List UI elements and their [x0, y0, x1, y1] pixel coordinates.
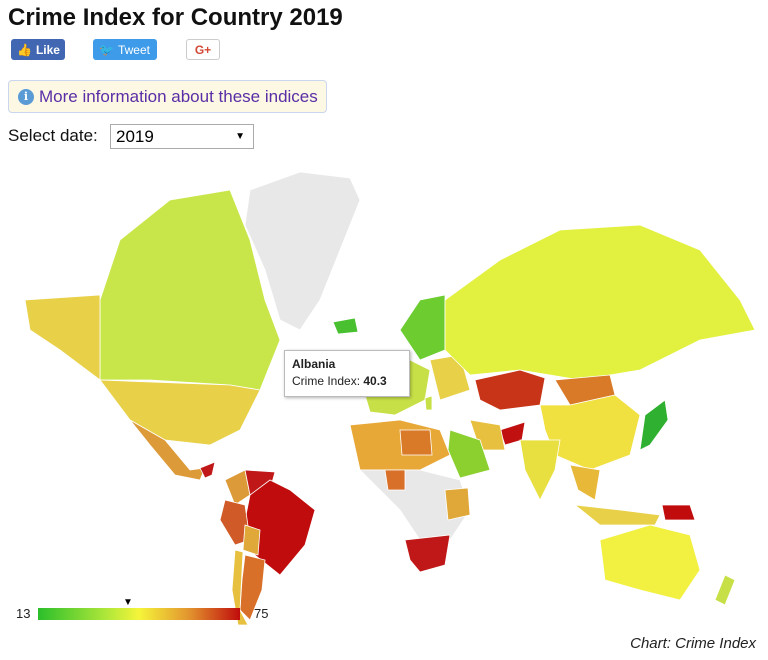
date-select-value: 2019 — [116, 126, 154, 146]
like-label: Like — [35, 42, 60, 57]
tooltip-metric-label: Crime Index: — [292, 374, 361, 388]
country-nigeria[interactable] — [384, 469, 406, 491]
google-plus-button[interactable]: G+ — [186, 39, 220, 60]
world-map[interactable] — [0, 160, 768, 630]
country-usa[interactable] — [99, 379, 261, 446]
country-saudi-arabia[interactable] — [447, 429, 491, 479]
date-select[interactable]: 2019 ▼ — [110, 124, 254, 149]
country-greenland[interactable] — [244, 171, 361, 331]
country-tooltip: Albania Crime Index: 40.3 — [284, 350, 410, 397]
country-china[interactable] — [539, 394, 641, 471]
info-icon: i — [18, 88, 34, 105]
country-libya[interactable] — [399, 429, 433, 456]
country-albania[interactable] — [424, 395, 433, 411]
more-info-link[interactable]: i More information about these indices — [8, 80, 327, 113]
country-south-africa[interactable] — [404, 534, 451, 573]
country-peru[interactable] — [219, 499, 251, 546]
country-eastern-europe[interactable] — [429, 354, 471, 401]
country-new-zealand[interactable] — [714, 574, 736, 606]
legend-max: 75 — [254, 606, 269, 621]
dropdown-arrow-icon: ▼ — [235, 131, 245, 142]
chart-credit: Chart: Crime Index — [630, 635, 756, 652]
country-australia[interactable] — [599, 524, 701, 601]
country-central-america[interactable] — [199, 461, 216, 479]
country-papua[interactable] — [661, 504, 696, 521]
tweet-button[interactable]: 🐦 Tweet — [93, 39, 157, 60]
country-india[interactable] — [519, 439, 561, 501]
country-alaska[interactable] — [24, 294, 101, 381]
country-kenya[interactable] — [444, 487, 471, 521]
tweet-label: Tweet — [117, 42, 150, 57]
country-japan[interactable] — [639, 399, 669, 451]
country-bolivia[interactable] — [242, 524, 261, 556]
country-chile[interactable] — [231, 549, 249, 626]
facebook-like-button[interactable]: 👍 Like — [11, 39, 65, 60]
country-argentina[interactable] — [239, 554, 266, 621]
country-russia[interactable] — [444, 224, 756, 381]
more-info-label: More information about these indices — [39, 86, 318, 106]
tooltip-country: Albania — [292, 357, 336, 371]
country-indonesia[interactable] — [573, 504, 661, 526]
country-kazakhstan[interactable] — [474, 369, 546, 411]
country-iceland[interactable] — [332, 317, 359, 335]
thumbs-up-icon: 👍 — [17, 42, 32, 57]
country-canada[interactable] — [99, 189, 281, 391]
select-date-label: Select date: — [8, 126, 98, 145]
country-mexico[interactable] — [129, 419, 206, 481]
legend-marker-icon: ▼ — [122, 597, 133, 608]
page-title: Crime Index for Country 2019 — [8, 4, 343, 31]
legend-gradient-bar — [38, 608, 240, 620]
country-southeast-asia[interactable] — [569, 464, 601, 501]
country-north-africa[interactable] — [349, 419, 451, 471]
legend-min: 13 — [16, 606, 31, 621]
tooltip-value: 40.3 — [363, 374, 387, 388]
twitter-bird-icon: 🐦 — [99, 42, 114, 57]
